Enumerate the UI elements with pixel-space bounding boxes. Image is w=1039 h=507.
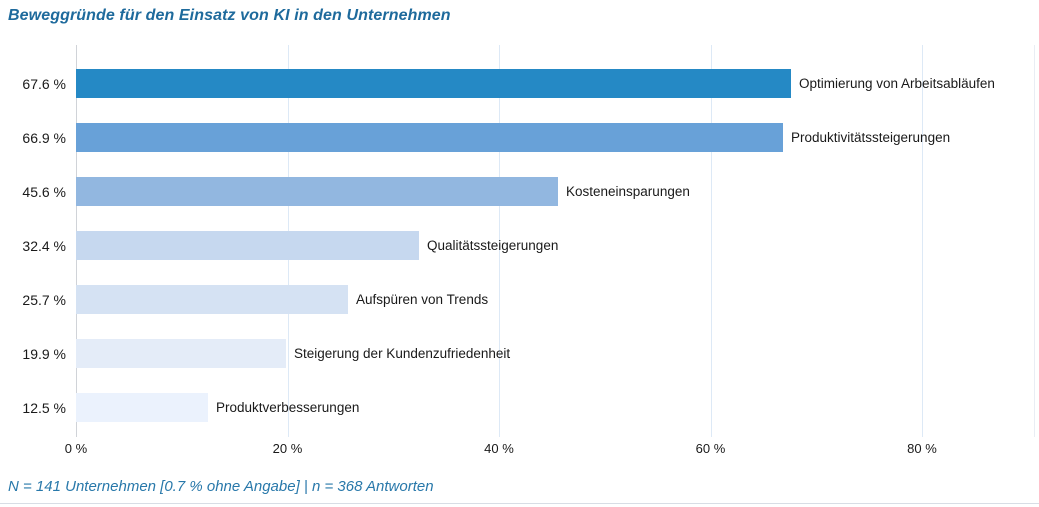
chart-title: Beweggründe für den Einsatz von KI in de… [8, 7, 451, 24]
category-label: Steigerung der Kundenzufriedenheit [294, 345, 511, 361]
x-axis-tick-label: 60 % [695, 441, 726, 456]
bar [76, 285, 348, 314]
value-label: 66.9 % [22, 129, 66, 146]
gridline [710, 45, 712, 437]
category-label: Optimierung von Arbeitsabläufen [799, 75, 995, 91]
x-axis-tick-label: 40 % [484, 441, 514, 456]
category-label: Kosteneinsparungen [566, 183, 690, 199]
value-label: 19.9 % [22, 345, 66, 362]
value-label: 67.6 % [22, 75, 66, 92]
bar [76, 177, 558, 206]
plot-area [76, 45, 1035, 437]
sample-size-note: N = 141 Unternehmen [0.7 % ohne Angabe] … [8, 478, 434, 495]
bottom-divider [0, 503, 1039, 504]
bar [76, 69, 791, 98]
gridline [922, 45, 923, 437]
category-label: Produktverbesserungen [216, 399, 360, 415]
category-label: Aufspüren von Trends [356, 291, 489, 307]
x-axis-tick-label: 80 % [907, 441, 937, 456]
category-label: Qualitätssteigerungen [427, 237, 559, 253]
x-axis-tick-label: 0 % [64, 441, 88, 456]
value-label: 25.7 % [22, 291, 66, 308]
category-label: Produktivitätssteigerungen [791, 129, 951, 145]
value-label: 45.6 % [22, 183, 66, 200]
bar [76, 123, 783, 152]
value-label: 32.4 % [22, 237, 66, 254]
x-axis-tick-label: 20 % [272, 441, 303, 456]
value-label: 12.5 % [22, 399, 66, 416]
bar [76, 339, 286, 368]
bar [76, 231, 419, 260]
plot-right-edge [1034, 45, 1035, 437]
bar [76, 393, 208, 422]
gridline [499, 45, 500, 437]
